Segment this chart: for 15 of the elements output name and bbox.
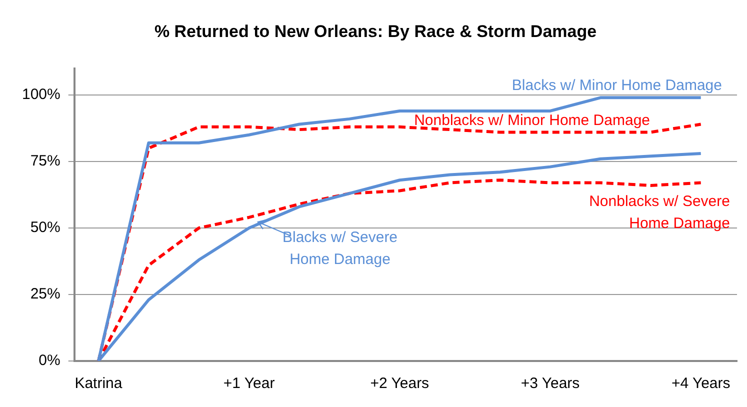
series-label: Nonblacks w/ Minor Home Damage	[414, 112, 650, 130]
x-tick-label: +3 Years	[520, 375, 580, 392]
x-tick-label: Katrina	[74, 375, 123, 392]
y-tick-label: 100%	[22, 86, 60, 104]
x-tick-label: +2 Years	[370, 375, 430, 392]
y-tick-label: 50%	[30, 219, 60, 236]
x-tick-label: +4 Years	[671, 375, 730, 392]
series-label: Blacks w/ Severe Home Damage	[282, 229, 398, 268]
series-label: Nonblacks w/ Severe Home Damage	[589, 193, 730, 232]
y-tick-label: 25%	[30, 286, 60, 303]
series-label: Blacks w/ Minor Home Damage	[512, 77, 722, 94]
y-tick-label: 0%	[38, 352, 60, 370]
chart-title: % Returned to New Orleans: By Race & Storm Damage	[154, 22, 597, 41]
y-tick-label: 75%	[30, 152, 60, 170]
x-tick-label: +1 Year	[223, 375, 275, 392]
